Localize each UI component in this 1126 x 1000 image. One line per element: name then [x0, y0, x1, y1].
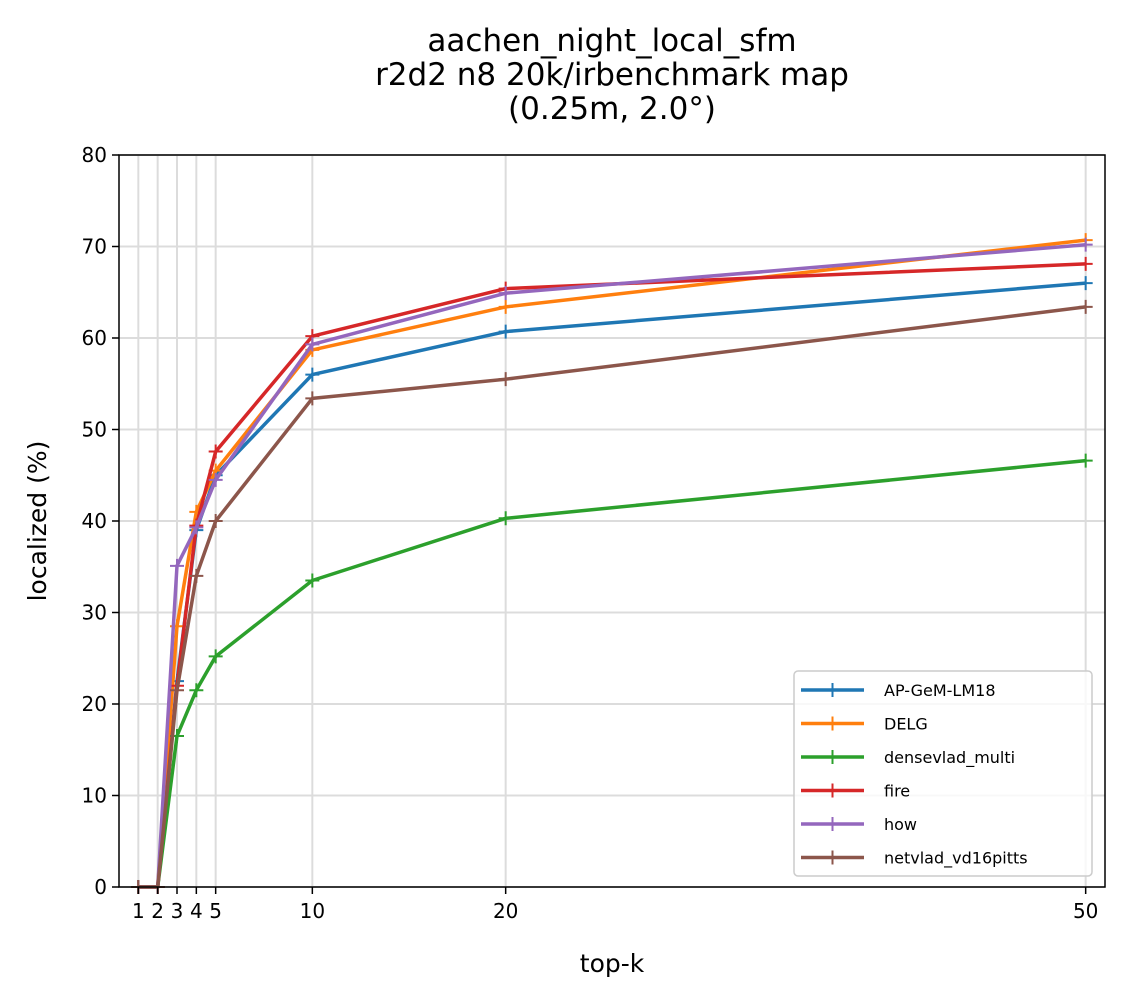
- x-tick-label: 2: [151, 899, 164, 923]
- data-point: [1078, 299, 1093, 314]
- legend-marker: [825, 716, 840, 731]
- data-point: [498, 511, 513, 526]
- y-tick-label: 80: [82, 143, 107, 167]
- legend-marker: [825, 683, 840, 697]
- x-tick-label: 3: [171, 899, 184, 923]
- legend-item: fire: [801, 782, 910, 801]
- data-point: [305, 573, 320, 588]
- y-axis-label: localized (%): [23, 441, 52, 602]
- y-tick-label: 10: [82, 784, 107, 808]
- y-tick-label: 70: [82, 235, 107, 259]
- data-point: [170, 558, 184, 573]
- y-tick-label: 20: [82, 692, 107, 716]
- y-tick-label: 0: [94, 875, 107, 899]
- data-point: [305, 391, 320, 406]
- data-point: [208, 514, 223, 528]
- legend-item: netvlad_vd16pitts: [801, 849, 1028, 869]
- data-point: [208, 472, 223, 487]
- data-point: [498, 299, 513, 314]
- legend-label: DELG: [884, 715, 928, 734]
- x-axis-label: top-k: [580, 949, 645, 978]
- x-tick-label: 10: [300, 899, 325, 923]
- legend-label: AP-GeM-LM18: [884, 681, 996, 700]
- x-tick-label: 1: [132, 899, 145, 923]
- y-tick-label: 40: [82, 509, 107, 533]
- legend-marker: [825, 783, 840, 798]
- title-line: r2d2 n8 20k/irbenchmark map: [375, 57, 849, 93]
- legend-marker: [825, 850, 840, 865]
- y-tick-label: 60: [82, 326, 107, 350]
- data-point: [498, 286, 513, 301]
- data-point: [305, 367, 320, 382]
- data-point: [498, 324, 513, 339]
- title-line: (0.25m, 2.0°): [508, 91, 716, 127]
- x-tick-label: 5: [209, 899, 222, 923]
- data-point: [1078, 453, 1093, 468]
- y-tick-label: 30: [82, 601, 107, 625]
- data-point: [189, 683, 204, 698]
- title-line: aachen_night_local_sfm: [427, 23, 796, 59]
- series-line: [138, 305, 1086, 889]
- data-point: [208, 649, 223, 664]
- series-line: [138, 242, 1086, 889]
- data-point: [305, 337, 320, 352]
- data-point: [1078, 256, 1093, 271]
- data-point: [1078, 237, 1093, 252]
- data-point: [208, 444, 223, 459]
- data-point: [170, 683, 184, 698]
- data-point: [189, 568, 204, 583]
- legend-label: how: [884, 815, 917, 834]
- data-point: [1078, 276, 1093, 291]
- legend-label: fire: [884, 782, 910, 801]
- y-tick-label: 50: [82, 418, 107, 442]
- series-lines: [131, 233, 1093, 894]
- legend-item: densevlad_multi: [801, 748, 1015, 768]
- legend-label: netvlad_vd16pitts: [884, 849, 1028, 869]
- legend-marker: [825, 750, 840, 764]
- legend-item: DELG: [801, 715, 928, 734]
- data-point: [498, 372, 513, 387]
- axis-ticks: 1 2 3 4 5 10 20 50 0 10 20 30 40 50 60 70 80: [82, 143, 1099, 923]
- legend-item: AP-GeM-LM18: [801, 681, 996, 700]
- data-point: [189, 520, 204, 535]
- legend-label: densevlad_multi: [884, 748, 1015, 768]
- legend-marker: [825, 817, 840, 831]
- x-tick-label: 20: [493, 899, 518, 923]
- x-tick-label: 50: [1073, 899, 1098, 923]
- x-tick-label: 4: [190, 899, 203, 923]
- legend-box: [793, 670, 1093, 877]
- legend-item: how: [801, 815, 917, 834]
